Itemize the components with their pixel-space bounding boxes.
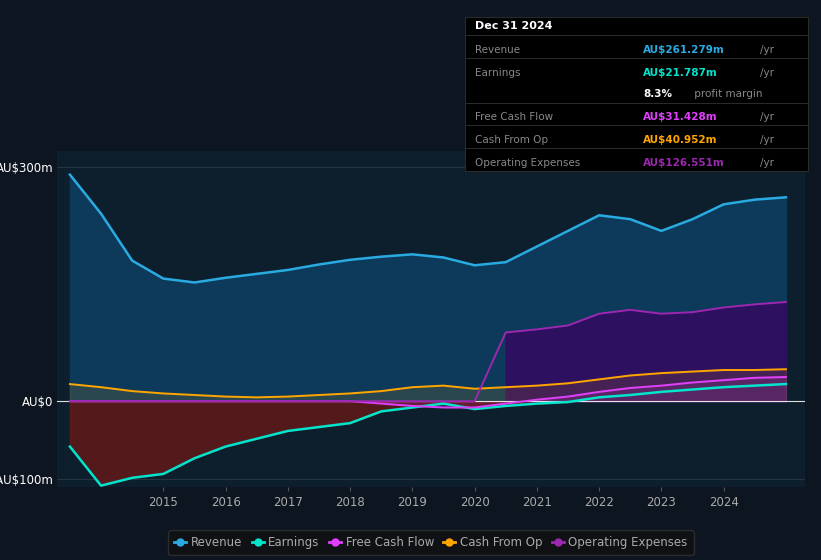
Text: /yr: /yr (759, 113, 774, 122)
Text: /yr: /yr (759, 136, 774, 146)
Text: Revenue: Revenue (475, 45, 521, 54)
Text: AU$21.787m: AU$21.787m (643, 68, 718, 78)
Text: Free Cash Flow: Free Cash Flow (475, 113, 553, 122)
Legend: Revenue, Earnings, Free Cash Flow, Cash From Op, Operating Expenses: Revenue, Earnings, Free Cash Flow, Cash … (168, 530, 694, 555)
Text: AU$40.952m: AU$40.952m (643, 136, 718, 146)
Text: /yr: /yr (759, 68, 774, 78)
Text: Dec 31 2024: Dec 31 2024 (475, 21, 553, 31)
Text: AU$261.279m: AU$261.279m (643, 45, 725, 54)
Text: AU$126.551m: AU$126.551m (643, 158, 725, 169)
Text: AU$31.428m: AU$31.428m (643, 113, 718, 122)
Text: Earnings: Earnings (475, 68, 521, 78)
Text: /yr: /yr (759, 45, 774, 54)
Text: profit margin: profit margin (691, 89, 763, 99)
Text: Cash From Op: Cash From Op (475, 136, 548, 146)
Text: Operating Expenses: Operating Expenses (475, 158, 580, 169)
Text: 8.3%: 8.3% (643, 89, 672, 99)
Text: /yr: /yr (759, 158, 774, 169)
